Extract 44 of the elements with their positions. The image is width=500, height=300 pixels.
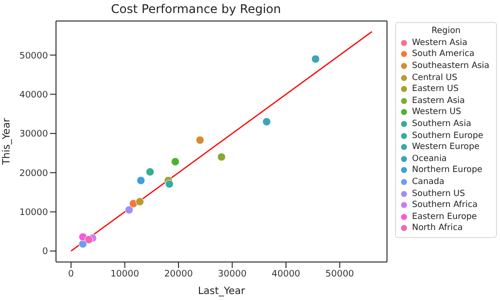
x-tick-label: 10000: [110, 269, 140, 280]
point: [136, 197, 144, 206]
y-axis-title: This_Year: [2, 117, 13, 166]
legend-label: Western Asia: [412, 38, 468, 48]
legend-label: Southern Europe: [412, 130, 484, 141]
y-tick-label: 10000: [19, 208, 48, 218]
legend-label: South America: [412, 49, 474, 60]
y-tick-label: 30000: [19, 130, 48, 140]
y-tick-label: 40000: [19, 90, 48, 100]
legend-label: Oceania: [412, 154, 447, 164]
legend-title: Region: [430, 26, 462, 36]
legend-label: Eastern Asia: [412, 96, 465, 106]
point: [84, 235, 94, 244]
legend-label: Central US: [412, 72, 458, 83]
x-tick-label: 0: [68, 269, 74, 280]
legend-label: Southern US: [412, 188, 465, 199]
point: [124, 206, 134, 214]
x-tick-label: 40000: [272, 269, 301, 280]
legend-label: North Africa: [412, 223, 463, 234]
legend-label: Eastern US: [412, 84, 459, 94]
legend-label: Eastern Europe: [412, 212, 477, 222]
legend-label: Western Europe: [412, 142, 480, 152]
point: [165, 180, 174, 188]
y-tick-label: 50000: [19, 51, 48, 62]
point: [136, 176, 146, 185]
y-tick-label: 20000: [19, 168, 48, 179]
legend-label: Canada: [412, 176, 444, 187]
legend-label: Northern Europe: [412, 165, 482, 176]
chart-title: Cost Performance by Region: [110, 2, 282, 16]
point: [262, 117, 271, 126]
point: [146, 168, 154, 176]
point: [196, 136, 204, 144]
x-axis-title: Last_Year: [198, 286, 246, 297]
legend-label: Southern Asia: [412, 118, 472, 129]
x-tick-label: 50000: [325, 269, 354, 280]
point: [171, 157, 180, 166]
point: [311, 54, 320, 64]
y-tick-label: 0: [42, 247, 48, 258]
legend-label: Western US: [412, 107, 462, 118]
x-tick-label: 20000: [164, 269, 194, 280]
x-tick-label: 30000: [218, 269, 247, 280]
legend-label: Southeastern Asia: [412, 60, 490, 71]
legend-label: Southern Africa: [412, 200, 478, 210]
point: [217, 152, 226, 162]
